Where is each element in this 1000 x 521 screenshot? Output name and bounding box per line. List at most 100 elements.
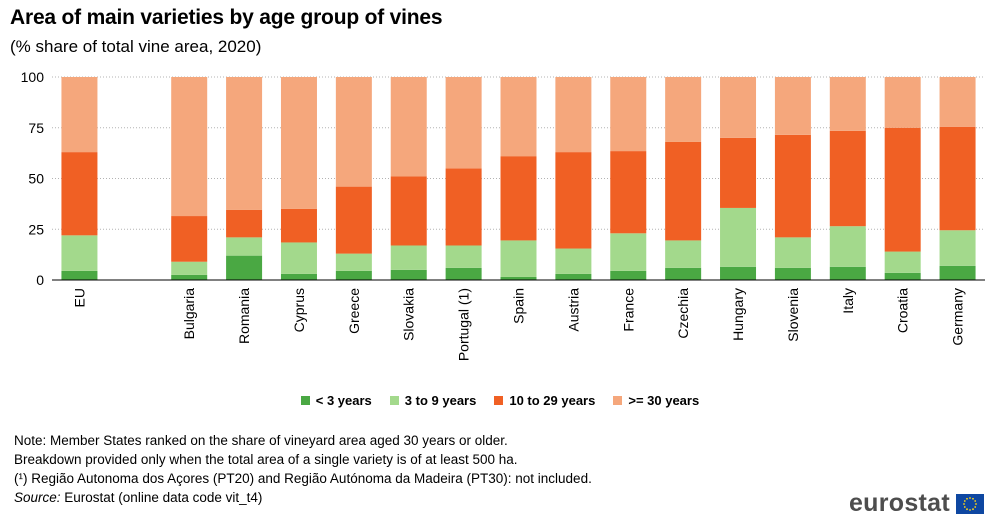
bar-segment <box>884 272 921 280</box>
bar-segment <box>555 77 592 153</box>
bar-segment <box>555 152 592 249</box>
note-line-footnote: (¹) Região Autonoma dos Açores (PT20) an… <box>14 471 592 486</box>
note-line-ranking: Note: Member States ranked on the share … <box>14 433 508 448</box>
bar-segment <box>720 77 757 138</box>
bar-segment <box>829 226 866 267</box>
bar-segment <box>445 267 482 280</box>
legend-swatch <box>389 396 399 405</box>
bar-segment <box>665 141 702 241</box>
bar-segment <box>171 216 208 262</box>
x-tick-label: Slovenia <box>785 288 801 342</box>
legend-swatch <box>300 396 310 405</box>
flag-star <box>963 505 966 508</box>
bar-segment <box>665 77 702 142</box>
bar-segment <box>829 77 866 131</box>
bar-segment <box>226 237 263 256</box>
stacked-bar-chart: 0 25 50 75 100 EU Bulgaria Romania Cyprus Greece S… <box>21 69 985 361</box>
bar-segment <box>720 266 757 280</box>
bar-segment <box>774 237 811 268</box>
bar-segment <box>774 77 811 135</box>
note-line-source: Source: Eurostat (online data code vit_t… <box>14 488 592 507</box>
x-tick-label: Romania <box>236 288 252 344</box>
bar-segment <box>610 270 647 280</box>
x-tick-label: EU <box>71 288 87 307</box>
flag-star <box>974 505 977 508</box>
flag-star <box>974 499 977 502</box>
x-tick-label: Italy <box>840 288 856 314</box>
bar-segment <box>280 77 317 209</box>
legend-item: >= 30 years <box>613 393 699 408</box>
bar-segment <box>500 156 537 241</box>
bar-segment <box>720 137 757 208</box>
x-tick-label: Czechia <box>675 288 691 339</box>
flag-star <box>972 497 974 500</box>
x-tick-label: Bulgaria <box>181 288 197 340</box>
bar-segment <box>610 233 647 271</box>
legend-label: 3 to 9 years <box>404 393 477 408</box>
note-line-breakdown: Breakdown provided only when the total a… <box>14 452 518 467</box>
flag-star <box>966 497 968 500</box>
bar-segment <box>665 267 702 280</box>
chart-notes: Note: Member States ranked on the share … <box>14 431 592 507</box>
bar-segment <box>500 276 537 280</box>
bar-segment <box>720 207 757 267</box>
source-text: Eurostat (online data code vit_t4) <box>60 490 263 505</box>
x-tick-label: Slovakia <box>401 288 417 341</box>
bar-segment <box>61 77 98 153</box>
eurostat-logo-text: eurostat <box>848 489 950 517</box>
x-tick-label: Portugal (1) <box>456 288 472 361</box>
bar-segment <box>226 209 263 238</box>
y-tick-label: 50 <box>28 171 44 187</box>
bar-segment <box>390 269 427 280</box>
y-tick-label: 75 <box>28 120 44 136</box>
bar-segment <box>774 134 811 238</box>
bar-segment <box>884 77 921 128</box>
flag-star <box>966 507 968 510</box>
flag-star <box>963 499 966 502</box>
eu-flag-icon <box>956 493 984 514</box>
x-tick-label: Austria <box>565 288 581 332</box>
eurostat-logo: eurostat <box>849 489 984 518</box>
bar-segment <box>335 270 372 280</box>
x-tick-label: Cyprus <box>291 288 307 332</box>
bar-segment <box>939 126 976 231</box>
bar-segment <box>884 127 921 252</box>
bar-segment <box>171 274 208 280</box>
bar-segment <box>774 267 811 280</box>
flag-star <box>969 496 971 499</box>
x-tick-label: Hungary <box>730 288 746 341</box>
legend-label: >= 30 years <box>628 393 700 408</box>
bar-segment <box>61 152 98 236</box>
bar-segment <box>610 151 647 234</box>
bar-segment <box>335 77 372 187</box>
bar-segment <box>390 77 427 177</box>
bar-segment <box>335 253 372 271</box>
bar-segment <box>939 230 976 266</box>
bar-segment <box>280 273 317 280</box>
bar-segment <box>335 186 372 254</box>
bar-segment <box>500 240 537 277</box>
bar-segment <box>610 77 647 152</box>
legend-item: 10 to 29 years <box>494 393 595 408</box>
bar-segment <box>555 273 592 280</box>
x-tick-label: Spain <box>511 288 527 324</box>
bar-segment <box>171 261 208 275</box>
bar-segment <box>665 240 702 268</box>
legend-item: 3 to 9 years <box>389 393 477 408</box>
bar-segment <box>829 130 866 227</box>
bar-segment <box>939 265 976 280</box>
bar-segment <box>61 235 98 271</box>
x-tick-label: France <box>620 288 636 332</box>
bar-segment <box>884 251 921 273</box>
y-tick-label: 0 <box>36 272 44 288</box>
source-label: Source: <box>14 490 61 505</box>
bar-segment <box>390 245 427 270</box>
chart-title: Area of main varieties by age group of v… <box>10 6 443 29</box>
bar-segment <box>280 242 317 274</box>
chart-legend: < 3 years 3 to 9 years 10 to 29 years >= 30… <box>0 393 1000 408</box>
bar-segment <box>390 176 427 246</box>
legend-label: 10 to 29 years <box>509 393 596 408</box>
chart-subtitle: (% share of total vine area, 2020) <box>10 37 262 56</box>
bar-segment <box>500 77 537 157</box>
flag-star <box>969 508 971 511</box>
